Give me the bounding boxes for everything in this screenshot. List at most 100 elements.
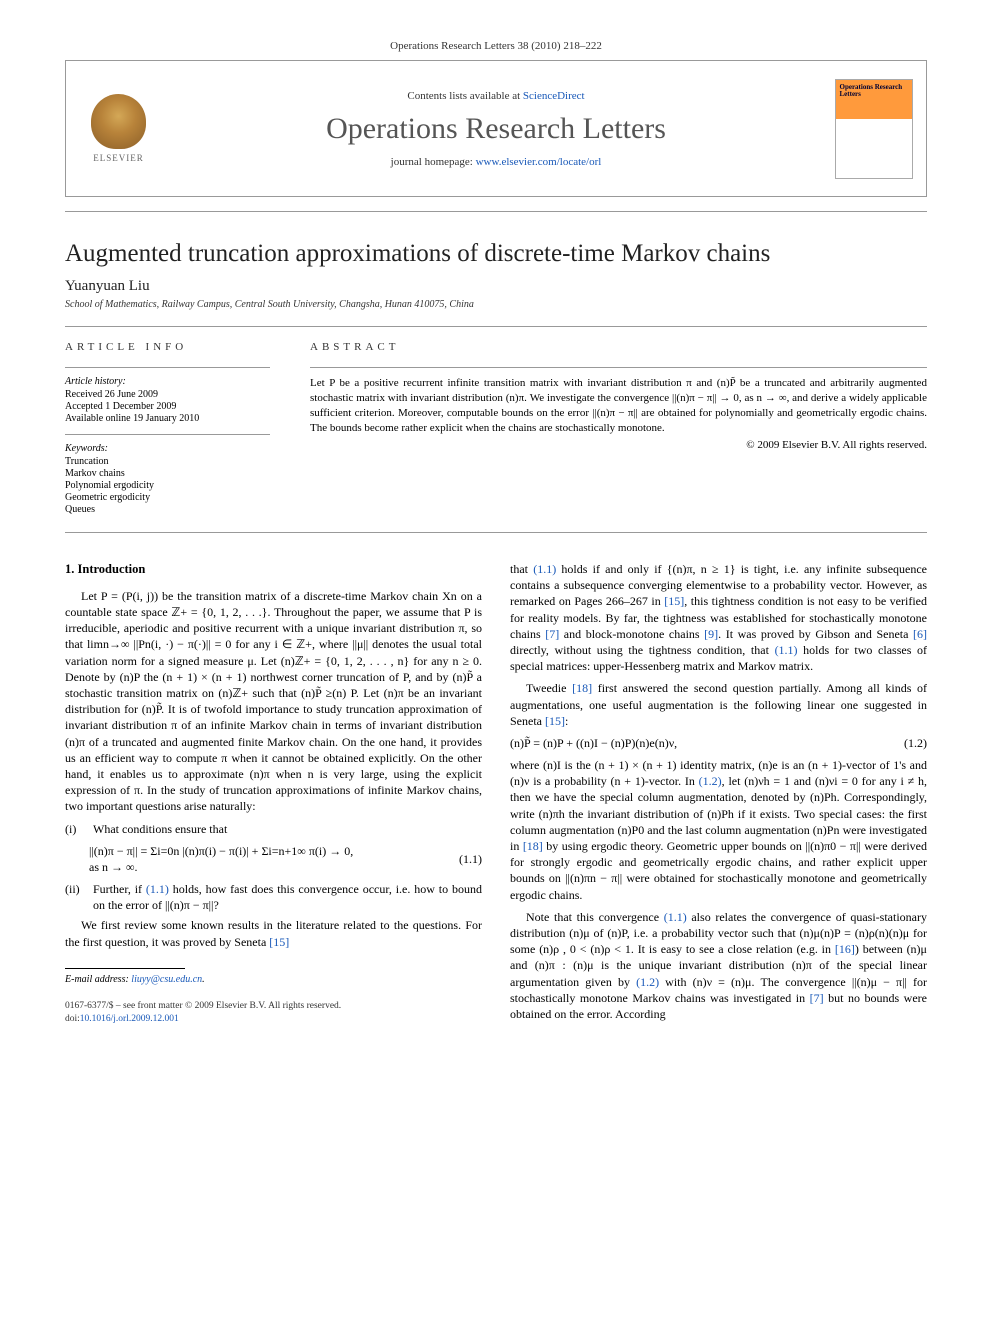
cover-title: Operations Research Letters [840, 84, 908, 99]
divider-top [65, 211, 927, 212]
col2-para-4: Note that this convergence (1.1) also re… [510, 909, 927, 1022]
contents-line: Contents lists available at ScienceDirec… [407, 90, 584, 102]
doi-line: doi:10.1016/j.orl.2009.12.001 [65, 1013, 482, 1025]
c2p2-c: : [565, 714, 568, 728]
footnote-email: E-mail address: liuyy@csu.edu.cn. [65, 973, 482, 987]
divider-keywords [65, 434, 270, 435]
article-title: Augmented truncation approximations of d… [65, 240, 927, 268]
c2p1-d: and block-monotone chains [559, 627, 704, 641]
intro-para-1: Let P = (P(i, j)) be the transition matr… [65, 588, 482, 815]
abstract-heading: ABSTRACT [310, 341, 927, 353]
history-label: Article history: [65, 376, 270, 387]
question-1: (i) What conditions ensure that [65, 821, 482, 837]
c2p3-c: by using ergodic theory. Geometric upper… [510, 839, 927, 902]
keyword-0: Truncation [65, 456, 270, 467]
email-link[interactable]: liuyy@csu.edu.cn [131, 974, 202, 985]
ref-1-1-a[interactable]: (1.1) [146, 882, 169, 896]
author-affiliation: School of Mathematics, Railway Campus, C… [65, 299, 927, 310]
ref-7-a[interactable]: [7] [545, 627, 559, 641]
c2p1-f: directly, without using the tightness co… [510, 643, 775, 657]
q2-text: Further, if (1.1) holds, how fast does t… [93, 881, 482, 913]
divider-info [65, 367, 270, 368]
homepage-line: journal homepage: www.elsevier.com/locat… [391, 156, 602, 168]
homepage-link[interactable]: www.elsevier.com/locate/orl [476, 156, 602, 168]
online-date: Available online 19 January 2010 [65, 413, 270, 424]
homepage-prefix: journal homepage: [391, 156, 476, 168]
col2-para-3: where (n)I is the (n + 1) × (n + 1) iden… [510, 757, 927, 903]
abstract-block: ABSTRACT Let P be a positive recurrent i… [310, 341, 927, 516]
equation-1-2: (n)P̃ = (n)P + ((n)I − (n)P)(n)e(n)ν, (1… [510, 735, 927, 751]
footnote-divider [65, 968, 185, 969]
ref-15-c[interactable]: [15] [545, 714, 565, 728]
cover-box: Operations Research Letters [821, 61, 926, 196]
abstract-copyright: © 2009 Elsevier B.V. All rights reserved… [310, 439, 927, 451]
bottom-info: 0167-6377/$ – see front matter © 2009 El… [65, 1000, 482, 1025]
q1-marker: (i) [65, 821, 93, 837]
publisher-name: ELSEVIER [93, 153, 144, 163]
c2p1-a: that [510, 562, 533, 576]
accepted-date: Accepted 1 December 2009 [65, 401, 270, 412]
review-para: We first review some known results in th… [65, 917, 482, 949]
eqn-1-1-math: ||(n)π − π|| = Σi=0n |(n)π(i) − π(i)| + … [89, 843, 442, 875]
page-root: Operations Research Letters 38 (2010) 21… [0, 0, 992, 1058]
ref-1-1-c[interactable]: (1.1) [775, 643, 798, 657]
ref-18-a[interactable]: [18] [572, 681, 592, 695]
email-suffix: . [202, 974, 205, 985]
eqn-1-1-line2: as n → ∞. [89, 860, 138, 874]
journal-banner: ELSEVIER Contents lists available at Sci… [65, 60, 927, 197]
col2-para-2: Tweedie [18] first answered the second q… [510, 680, 927, 729]
c2p1-e: . It was proved by Gibson and Seneta [718, 627, 913, 641]
journal-cover-icon: Operations Research Letters [835, 79, 913, 179]
ref-18-b[interactable]: [18] [523, 839, 543, 853]
eqn-1-2-math: (n)P̃ = (n)P + ((n)I − (n)P)(n)e(n)ν, [510, 735, 887, 751]
keywords-label: Keywords: [65, 443, 270, 454]
ref-6-a[interactable]: [6] [913, 627, 927, 641]
divider-abstract [310, 367, 927, 368]
keyword-1: Markov chains [65, 468, 270, 479]
ref-9-a[interactable]: [9] [704, 627, 718, 641]
article-info-block: ARTICLE INFO Article history: Received 2… [65, 341, 270, 516]
question-2: (ii) Further, if (1.1) holds, how fast d… [65, 881, 482, 913]
divider-meta-bottom [65, 532, 927, 533]
c2p4-a: Note that this convergence [526, 910, 664, 924]
received-date: Received 26 June 2009 [65, 389, 270, 400]
banner-center: Contents lists available at ScienceDirec… [171, 61, 821, 196]
issn-line: 0167-6377/$ – see front matter © 2009 El… [65, 1000, 482, 1012]
ref-1-1-b[interactable]: (1.1) [533, 562, 556, 576]
journal-title: Operations Research Letters [326, 112, 666, 146]
ref-1-2-a[interactable]: (1.2) [699, 774, 722, 788]
ref-7-b[interactable]: [7] [810, 991, 824, 1005]
keyword-3: Geometric ergodicity [65, 492, 270, 503]
elsevier-logo: ELSEVIER [81, 86, 156, 171]
email-label: E-mail address: [65, 974, 131, 985]
doi-label: doi: [65, 1014, 80, 1024]
ref-16-a[interactable]: [16] [835, 942, 855, 956]
keyword-2: Polynomial ergodicity [65, 480, 270, 491]
q1-text: What conditions ensure that [93, 821, 482, 837]
ref-15-a[interactable]: [15] [269, 935, 289, 949]
q2-marker: (ii) [65, 881, 93, 913]
doi-link[interactable]: 10.1016/j.orl.2009.12.001 [80, 1014, 179, 1024]
ref-1-1-d[interactable]: (1.1) [664, 910, 687, 924]
meta-section: ARTICLE INFO Article history: Received 2… [65, 327, 927, 532]
section-1-heading: 1. Introduction [65, 561, 482, 578]
elsevier-tree-icon [91, 94, 146, 149]
ref-1-2-b[interactable]: (1.2) [636, 975, 659, 989]
eqn-1-1-number: (1.1) [442, 851, 482, 867]
info-heading: ARTICLE INFO [65, 341, 270, 353]
publisher-logo-box: ELSEVIER [66, 61, 171, 196]
abstract-text: Let P be a positive recurrent infinite t… [310, 376, 927, 435]
contents-prefix: Contents lists available at [407, 90, 522, 102]
eqn-1-1-line1: ||(n)π − π|| = Σi=0n |(n)π(i) − π(i)| + … [89, 844, 353, 858]
col2-para-1: that (1.1) holds if and only if {(n)π, n… [510, 561, 927, 674]
q2-text-a: Further, if [93, 882, 146, 896]
header-citation: Operations Research Letters 38 (2010) 21… [65, 40, 927, 52]
keyword-4: Queues [65, 504, 270, 515]
ref-15-b[interactable]: [15] [664, 594, 684, 608]
column-left: 1. Introduction Let P = (P(i, j)) be the… [65, 561, 482, 1028]
c2p2-a: Tweedie [526, 681, 572, 695]
eqn-1-2-number: (1.2) [887, 735, 927, 751]
column-right: that (1.1) holds if and only if {(n)π, n… [510, 561, 927, 1028]
sciencedirect-link[interactable]: ScienceDirect [523, 90, 585, 102]
body-columns: 1. Introduction Let P = (P(i, j)) be the… [65, 561, 927, 1028]
